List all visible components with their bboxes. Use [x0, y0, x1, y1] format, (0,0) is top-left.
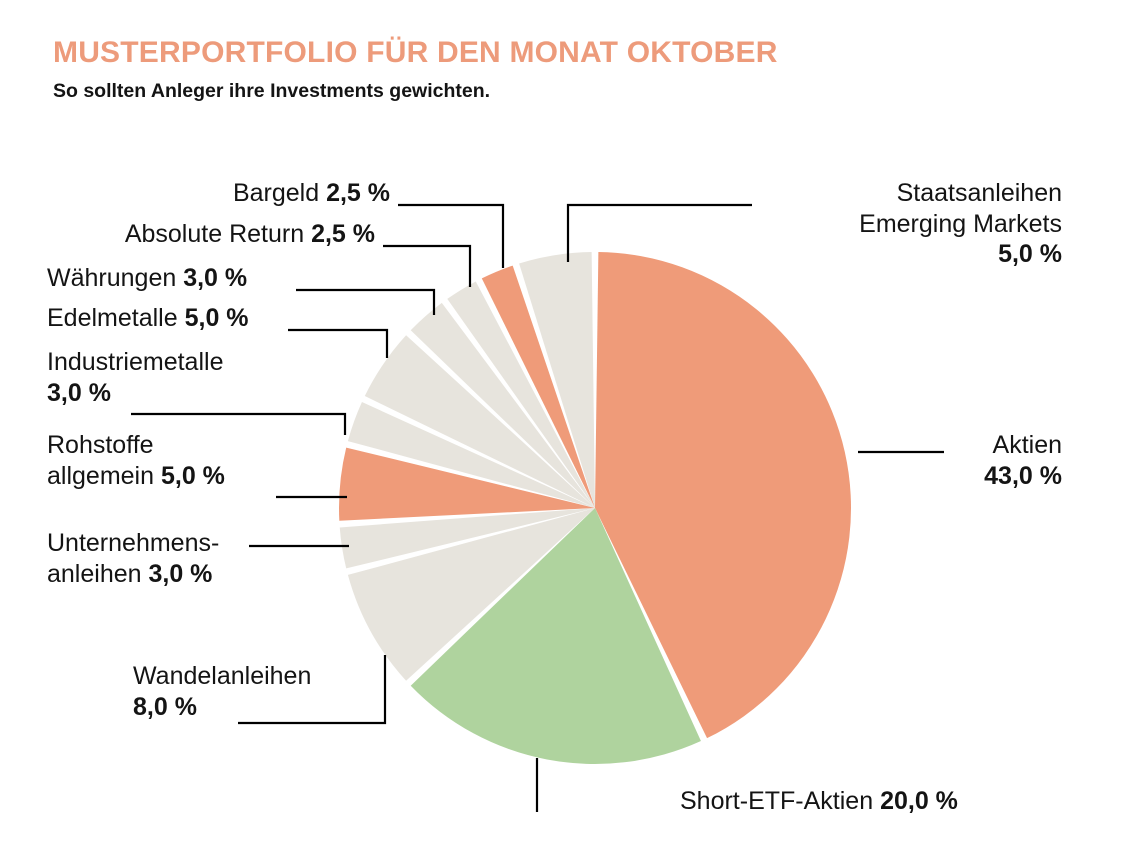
label-staatsanleihen-line2: Emerging Markets — [859, 209, 1062, 238]
label-waehrungen: Währungen 3,0 % — [47, 263, 247, 294]
pie-slice[interactable] — [519, 252, 595, 508]
label-short-etf-name: Short-ETF-Aktien — [680, 787, 874, 815]
leader-line-staatsanleihen — [566, 203, 752, 262]
label-unternehmensanleihen-line1: Unternehmens- — [47, 529, 220, 557]
label-short-etf-aktien: Short-ETF-Aktien 20,0 % — [680, 786, 958, 817]
label-aktien-value: 43,0 % — [984, 461, 1062, 490]
label-rohstoffe-allgemein: Rohstoffe allgemein 5,0 % — [47, 430, 225, 491]
label-aktien: Aktien 43,0 % — [806, 430, 1062, 491]
label-edelmetalle: Edelmetalle 5,0 % — [47, 303, 249, 334]
pie-slice-group — [339, 252, 852, 764]
pie-slice[interactable] — [339, 508, 595, 569]
page-title: MUSTERPORTFOLIO FÜR DEN MONAT OKTOBER — [53, 36, 778, 69]
leader-line-edelmetalle — [288, 328, 389, 358]
label-industriemetalle-value: 3,0 % — [47, 378, 111, 407]
label-edelmetalle-value: 5,0 % — [184, 304, 249, 332]
label-waehrungen-name: Währungen — [47, 264, 177, 292]
leader-line-absolute-return — [383, 244, 472, 287]
pie-slice[interactable] — [410, 302, 595, 508]
pie-slice[interactable] — [595, 252, 852, 739]
label-wandelanleihen: Wandelanleihen 8,0 % — [133, 661, 311, 722]
label-short-etf-value: 20,0 % — [880, 787, 958, 815]
label-staatsanleihen-value: 5,0 % — [998, 240, 1062, 268]
leader-line-waehrungen — [296, 288, 436, 315]
label-absolute-return-value: 2,5 % — [311, 220, 375, 248]
label-wandelanleihen-value: 8,0 % — [133, 692, 197, 721]
pie-slice[interactable] — [410, 508, 701, 764]
label-wandelanleihen-name: Wandelanleihen — [133, 662, 312, 690]
page-subtitle: So sollten Anleger ihre Investments gewi… — [53, 80, 491, 102]
pie-slice[interactable] — [364, 335, 595, 508]
leader-line-industriemetalle — [131, 412, 347, 435]
label-absolute-return: Absolute Return 2,5 % — [40, 219, 375, 250]
label-staatsanleihen-line1: Staatsanleihen — [896, 179, 1062, 207]
label-industriemetalle-name: Industriemetalle — [47, 348, 224, 376]
label-bargeld: Bargeld 2,5 % — [40, 178, 390, 209]
label-bargeld-name: Bargeld — [232, 179, 320, 207]
pie-slice[interactable] — [339, 447, 595, 521]
label-waehrungen-value: 3,0 % — [183, 264, 248, 292]
label-aktien-name: Aktien — [992, 431, 1062, 459]
pie-slice[interactable] — [347, 402, 595, 508]
label-bargeld-value: 2,5 % — [326, 179, 390, 207]
label-industriemetalle: Industriemetalle 3,0 % — [47, 347, 223, 408]
label-rohstoffe-value: 5,0 % — [160, 461, 225, 490]
label-edelmetalle-name: Edelmetalle — [47, 304, 178, 332]
leader-line-group — [131, 203, 944, 812]
pie-slice[interactable] — [447, 281, 595, 508]
label-rohstoffe-line1: Rohstoffe — [47, 431, 154, 459]
label-unternehmensanleihen-line2: anleihen — [47, 559, 142, 588]
pie-slice[interactable] — [481, 265, 595, 508]
leader-line-wandelanleihen — [238, 655, 387, 725]
label-staatsanleihen-emerging-markets: Staatsanleihen Emerging Markets 5,0 % — [700, 178, 1062, 270]
label-unternehmensanleihen: Unternehmens- anleihen 3,0 % — [47, 528, 219, 589]
label-absolute-return-name: Absolute Return — [124, 220, 305, 248]
label-rohstoffe-line2: allgemein — [47, 461, 155, 490]
label-unternehmensanleihen-value: 3,0 % — [148, 559, 213, 588]
pie-slice[interactable] — [347, 508, 595, 681]
leader-line-bargeld — [398, 203, 505, 268]
